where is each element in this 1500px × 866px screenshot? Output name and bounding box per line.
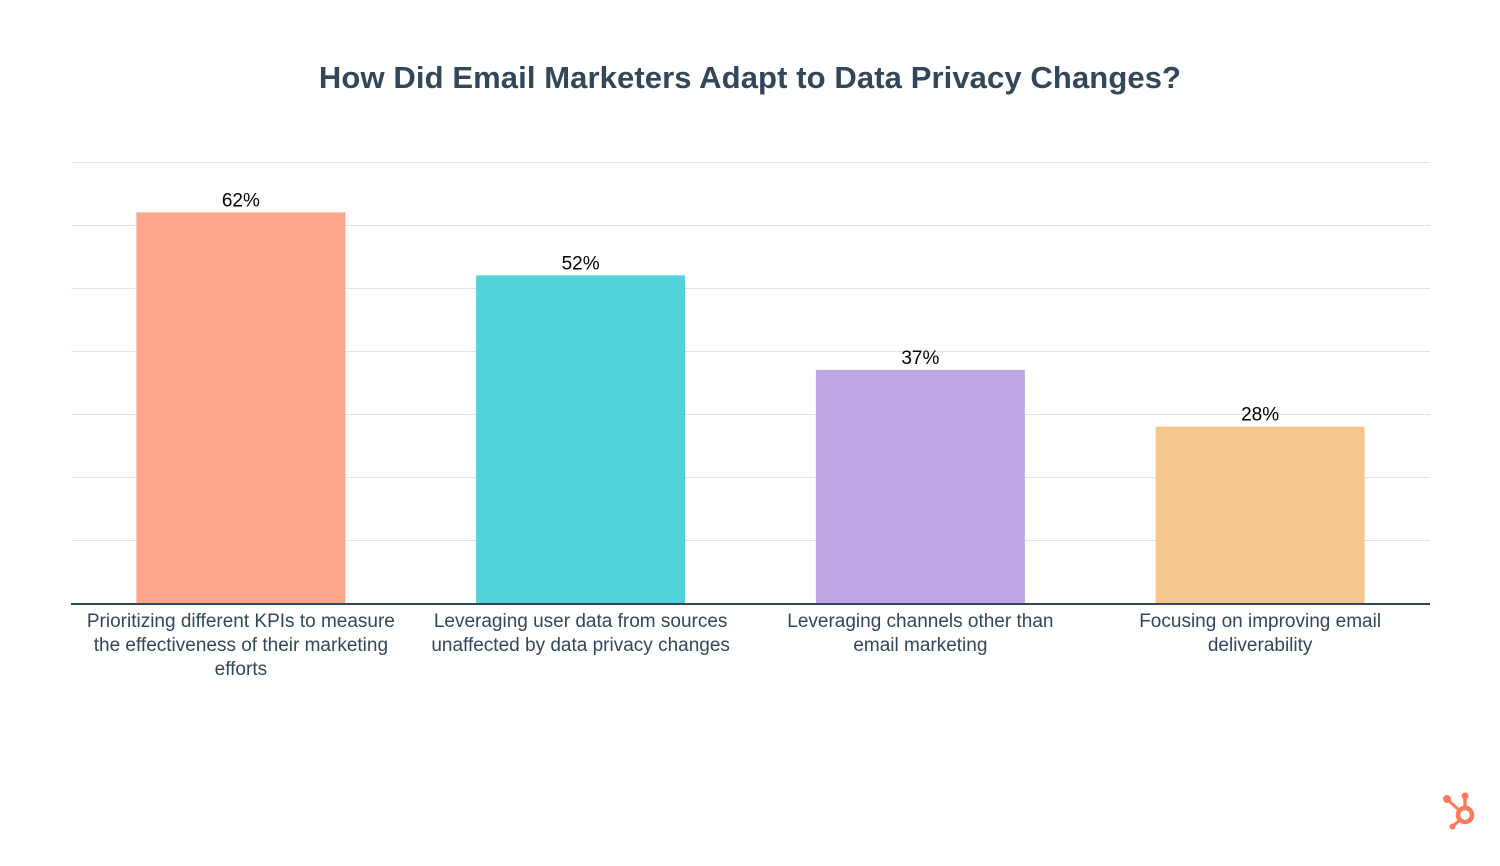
bars bbox=[136, 212, 1365, 603]
x-tick-label-4: Focusing on improving email deliverabilit… bbox=[1139, 611, 1381, 656]
bar-3 bbox=[815, 369, 1025, 603]
x-tick-label-line: efforts bbox=[215, 659, 267, 680]
data-labels: 62% 52% 37% 28% bbox=[222, 190, 1279, 425]
x-tick-label-line: Prioritizing different KPIs to measure bbox=[87, 611, 395, 632]
x-tick-label-line: Focusing on improving email bbox=[1139, 611, 1381, 632]
data-label-3: 37% bbox=[901, 348, 939, 369]
x-tick-label-line: email marketing bbox=[853, 635, 987, 656]
x-tick-label-line: Leveraging channels other than bbox=[787, 611, 1053, 632]
data-label-1: 62% bbox=[222, 190, 260, 211]
x-tick-label-1: Prioritizing different KPIs to measure th… bbox=[87, 611, 395, 680]
chart-title: How Did Email Marketers Adapt to Data Pr… bbox=[318, 60, 1182, 95]
x-tick-label-line: Leveraging user data from sources bbox=[434, 611, 728, 632]
hubspot-sprocket-icon bbox=[1443, 792, 1475, 830]
x-tick-label-2: Leveraging user data from sources unaffec… bbox=[431, 611, 730, 656]
bar-4 bbox=[1155, 426, 1365, 603]
data-label-4: 28% bbox=[1241, 405, 1279, 426]
x-tick-label-line: unaffected by data privacy changes bbox=[431, 635, 730, 656]
x-tick-label-line: the effectiveness of their marketing bbox=[94, 635, 388, 656]
bar-2 bbox=[476, 275, 686, 603]
x-tick-label-line: deliverability bbox=[1208, 635, 1313, 656]
bar-1 bbox=[136, 212, 346, 603]
x-tick-labels: Prioritizing different KPIs to measure th… bbox=[87, 611, 1381, 680]
data-label-2: 52% bbox=[562, 253, 600, 274]
x-tick-label-3: Leveraging channels other than email mark… bbox=[787, 611, 1053, 656]
